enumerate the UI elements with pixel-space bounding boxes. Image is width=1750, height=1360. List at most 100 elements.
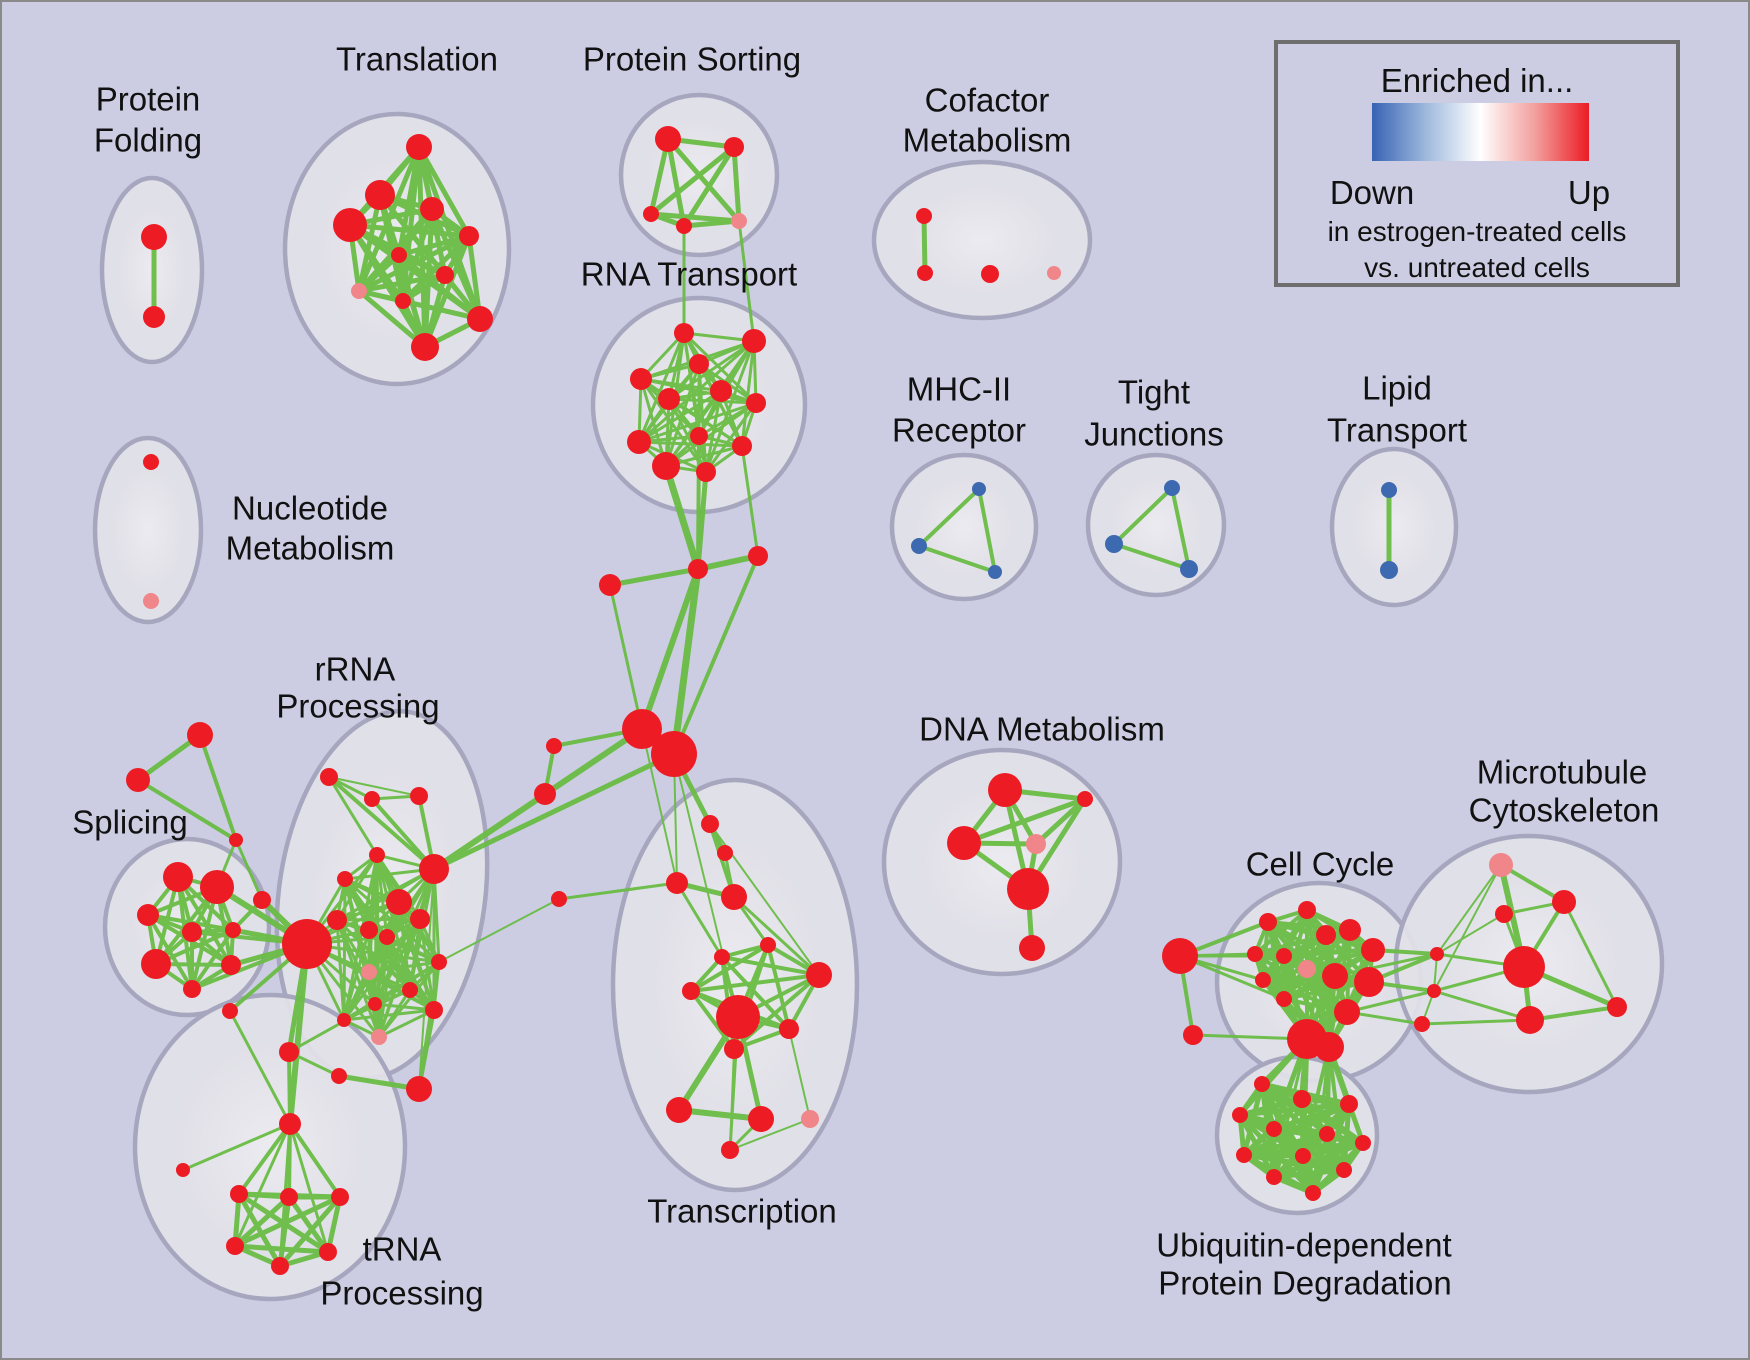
rna-transport-node: [742, 329, 766, 353]
edge: [342, 970, 371, 1022]
edge: [385, 935, 441, 964]
rrna-processing-node: [361, 964, 377, 980]
cross-cluster-edge: [737, 219, 756, 343]
rna-transport-node: [658, 388, 680, 410]
edge: [766, 943, 791, 1031]
rrna-processing-node: [320, 768, 338, 786]
lipid-transport-label: Transport: [1327, 412, 1467, 449]
protein-sorting-node: [676, 218, 692, 234]
edge: [704, 339, 756, 474]
edge: [327, 775, 436, 871]
edge: [181, 1122, 292, 1172]
edge: [664, 401, 758, 468]
microtubule-cytoskeleton-label: Cytoskeleton: [1469, 792, 1660, 829]
rrna-processing-node: [337, 1013, 351, 1027]
edge: [1282, 948, 1375, 958]
rrna-processing-node: [368, 997, 382, 1011]
transcription-node: [748, 1106, 774, 1132]
translation-node: [351, 283, 367, 299]
microtubule-cytoskeleton-node: [1414, 1016, 1430, 1032]
ubiquitin-degradation-node: [1266, 1169, 1282, 1185]
rna-transport-node: [630, 368, 652, 390]
edge: [1420, 1018, 1532, 1026]
ubiquitin-degradation-node: [1293, 1090, 1311, 1108]
network-backbone-node: [666, 872, 688, 894]
edge: [342, 1008, 436, 1022]
transcription-node: [721, 1141, 739, 1159]
nodes: [126, 126, 1627, 1275]
transcription-node: [724, 1039, 744, 1059]
edge: [921, 213, 928, 276]
translation-node: [420, 197, 444, 221]
lipid-transport-node: [1380, 561, 1398, 579]
edge: [418, 868, 435, 1090]
edge: [648, 144, 737, 217]
cofactor-metabolism-label: Cofactor: [925, 82, 1050, 119]
edge: [367, 970, 436, 1012]
edge: [1170, 486, 1191, 571]
edge: [198, 733, 238, 842]
translation-node: [365, 180, 395, 210]
rna-transport-node: [689, 354, 709, 374]
edge: [681, 218, 742, 229]
cofactor-metabolism-node: [917, 265, 933, 281]
translation-node: [406, 134, 432, 160]
edge: [288, 1122, 342, 1199]
edge: [325, 1194, 343, 1255]
edge: [667, 339, 756, 401]
edge: [1499, 863, 1566, 904]
edge: [347, 222, 472, 239]
protein-folding-label: Protein: [96, 81, 201, 118]
cell-cycle-node: [1339, 919, 1361, 941]
cross-cluster-edge: [662, 462, 702, 573]
cross-cluster-edge: [1345, 989, 1436, 1014]
legend-gradient-bar: [1372, 103, 1589, 161]
edge: [327, 775, 379, 857]
cross-cluster-edge: [1301, 1045, 1331, 1158]
edge: [1433, 864, 1502, 992]
transcription-node: [682, 982, 700, 1000]
edge: [1271, 1167, 1347, 1180]
translation-node: [333, 208, 367, 242]
translation-label: Translation: [336, 41, 498, 78]
microtubule-cytoskeleton-node: [1489, 853, 1513, 877]
edge: [788, 1028, 811, 1120]
rrna-processing-node: [279, 1042, 299, 1062]
dna-metabolism-label: DNA Metabolism: [919, 711, 1165, 748]
edge: [417, 960, 441, 1091]
edge: [232, 1194, 343, 1249]
tight-junctions-node: [1164, 480, 1180, 496]
mhc-ii-receptor-ellipse: [889, 452, 1039, 602]
transcription-node: [801, 1110, 819, 1128]
edge: [637, 440, 744, 448]
legend-box: Enriched in... Down Up in estrogen-treat…: [1274, 40, 1680, 287]
edge: [557, 881, 679, 901]
edge: [740, 339, 756, 448]
trna-processing-node: [226, 1237, 244, 1255]
cross-cluster-edge: [732, 895, 821, 977]
legend-up-label: Up: [1567, 174, 1611, 211]
edge: [1237, 1101, 1352, 1118]
lipid-transport-ellipse: [1329, 446, 1459, 608]
dna-metabolism-node: [1019, 935, 1045, 961]
rna-transport-node: [696, 462, 716, 482]
rna-transport-node: [746, 393, 766, 413]
edge: [641, 728, 678, 884]
microtubule-cytoskeleton-node: [1516, 1006, 1544, 1034]
transcription-node: [760, 937, 776, 953]
rna-transport-node: [674, 323, 694, 343]
translation-node: [436, 266, 454, 284]
edge: [689, 973, 821, 993]
splicing-node: [225, 922, 241, 938]
cell-cycle-node: [1334, 999, 1360, 1025]
trna-processing-node: [279, 1113, 301, 1135]
edge: [356, 288, 428, 350]
protein-folding-node: [141, 224, 167, 250]
edge: [328, 776, 420, 797]
ubiquitin-degradation-label: Protein Degradation: [1158, 1265, 1452, 1302]
edge: [236, 1191, 283, 1269]
edge: [356, 272, 448, 294]
cell-cycle-node: [1298, 901, 1316, 919]
network-backbone-node: [651, 731, 697, 777]
